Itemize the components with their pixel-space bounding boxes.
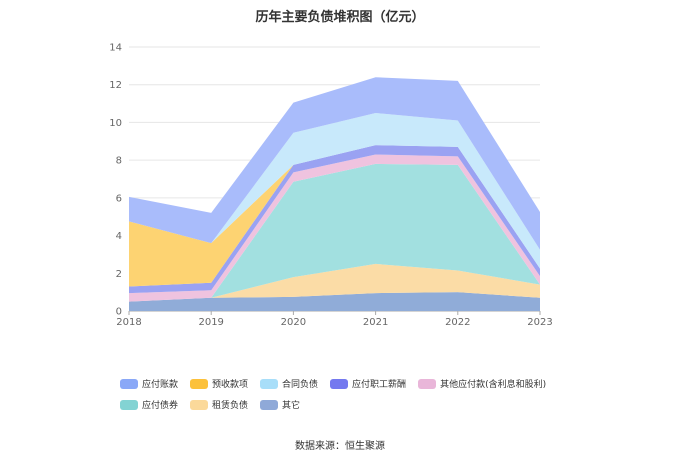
legend-item[interactable]: 租赁负债 <box>190 398 248 411</box>
y-tick-label: 2 <box>116 269 122 280</box>
legend-item[interactable]: 合同负债 <box>260 377 318 390</box>
legend-item[interactable]: 应付账款 <box>120 377 178 390</box>
y-tick-label: 0 <box>116 307 122 318</box>
chart-legend: 应付账款 预收款项 合同负债 应付职工薪酬 其他应付款(含利息和股利) 应付债券 租赁负债 其… <box>120 377 590 411</box>
y-tick-label: 10 <box>109 118 122 129</box>
legend-label: 应付职工薪酬 <box>352 380 407 390</box>
y-tick-label: 12 <box>109 80 122 91</box>
x-tick-label: 2019 <box>198 317 223 328</box>
area-series-7 <box>129 77 540 250</box>
x-tick-label: 2022 <box>445 317 470 328</box>
area-series-2 <box>129 163 540 302</box>
y-tick-label: 14 <box>109 43 122 54</box>
legend-label: 应付账款 <box>142 380 179 390</box>
legend-swatch <box>260 378 279 389</box>
area-series-0 <box>129 292 540 311</box>
legend-label: 租赁负债 <box>212 401 249 411</box>
y-tick-label: 4 <box>116 231 122 242</box>
y-tick-label: 6 <box>116 193 122 204</box>
x-tick-label: 2018 <box>116 317 141 328</box>
legend-swatch <box>120 378 138 389</box>
data-source-note: 数据来源：恒生聚源 <box>295 441 385 452</box>
x-tick-label: 2023 <box>527 317 552 328</box>
legend-label: 预收款项 <box>212 380 249 390</box>
legend-swatch <box>120 399 138 410</box>
legend-item[interactable]: 预收款项 <box>190 377 248 390</box>
x-tick-label: 2021 <box>363 317 388 328</box>
stacked-area-chart: 0 2 4 6 8 10 12 14 2018 2019 2020 2021 2022 2023 <box>109 43 552 329</box>
area-series-5 <box>129 145 540 287</box>
legend-swatch <box>190 378 209 389</box>
legend-item[interactable]: 其它 <box>260 398 300 411</box>
legend-swatch <box>260 399 279 410</box>
legend-swatch <box>418 378 437 389</box>
area-series-1 <box>129 263 540 302</box>
legend-label: 其他应付款(含利息和股利) <box>440 380 547 390</box>
legend-swatch <box>190 399 209 410</box>
y-tick-label: 8 <box>116 156 122 167</box>
area-series-4 <box>129 145 540 294</box>
legend-item[interactable]: 应付职工薪酬 <box>330 377 406 390</box>
legend-item[interactable]: 应付债券 <box>120 398 178 411</box>
legend-item[interactable]: 其他应付款(含利息和股利) <box>418 377 546 390</box>
area-series-6 <box>129 113 540 269</box>
x-tick-label: 2020 <box>281 317 306 328</box>
legend-label: 合同负债 <box>282 380 319 390</box>
legend-label: 应付债券 <box>142 401 179 411</box>
area-series-3 <box>129 154 540 302</box>
chart-title: 历年主要负债堆积图（亿元） <box>255 10 425 25</box>
legend-label: 其它 <box>282 401 301 411</box>
legend-swatch <box>330 378 349 389</box>
